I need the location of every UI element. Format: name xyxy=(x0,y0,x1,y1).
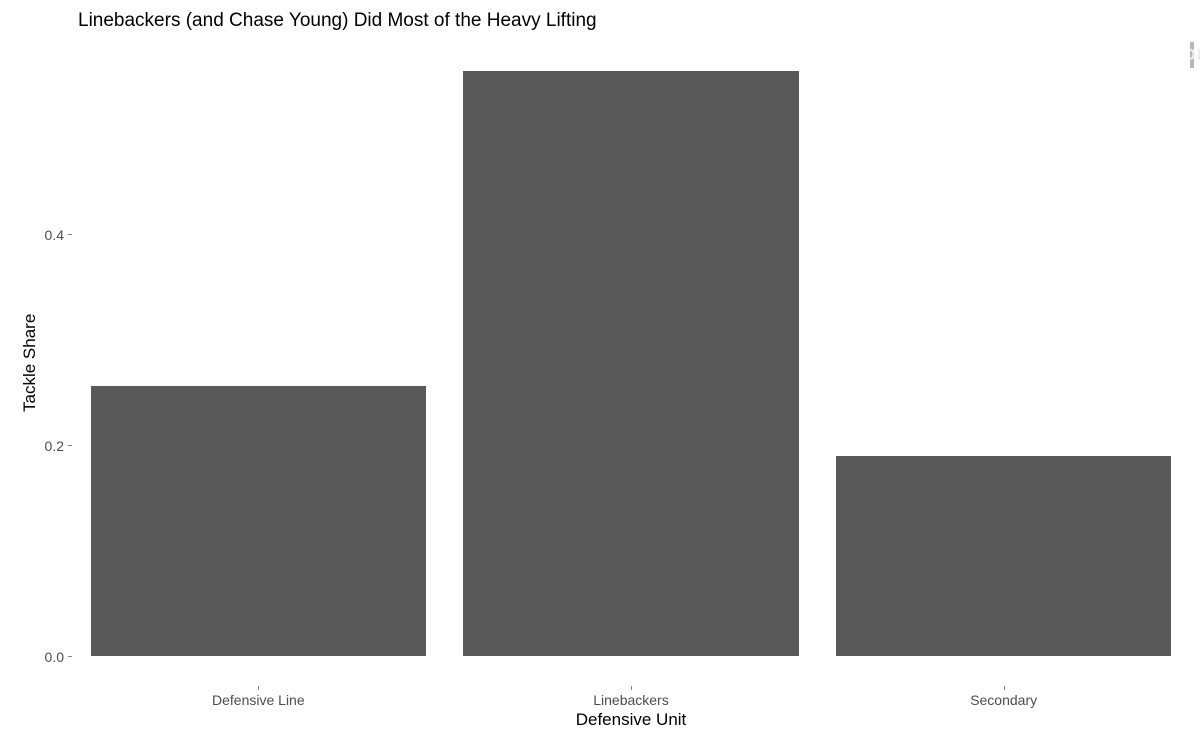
chart-container: Linebackers (and Chase Young) Did Most o… xyxy=(0,0,1200,742)
bar xyxy=(463,71,798,657)
x-tick-label: Linebackers xyxy=(445,692,818,708)
x-tick-label: Secondary xyxy=(817,692,1190,708)
x-tick-label: Defensive Line xyxy=(72,692,445,708)
plot-area xyxy=(72,38,1190,686)
y-tick-mark xyxy=(68,445,72,446)
x-tick-mark xyxy=(1004,686,1005,690)
x-tick-mark xyxy=(258,686,259,690)
gridline-major xyxy=(72,656,1190,657)
bar xyxy=(91,386,426,657)
y-tick-label: 0.4 xyxy=(24,227,64,243)
y-tick-label: 0.0 xyxy=(24,649,64,665)
bar xyxy=(836,456,1171,657)
x-axis-title: Defensive Unit xyxy=(72,710,1190,730)
y-axis-title: Tackle Share xyxy=(20,314,40,412)
y-tick-label: 0.2 xyxy=(24,438,64,454)
x-tick-mark xyxy=(631,686,632,690)
chart-title: Linebackers (and Chase Young) Did Most o… xyxy=(78,10,597,32)
y-tick-mark xyxy=(68,656,72,657)
y-tick-mark xyxy=(68,234,72,235)
